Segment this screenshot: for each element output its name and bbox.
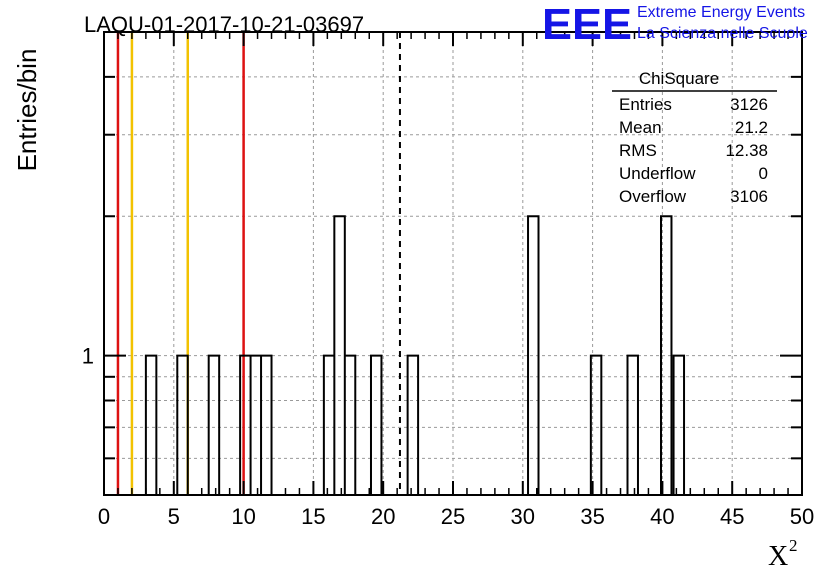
eee-logo: EEE Extreme Energy Events La Scienza nel… <box>542 0 808 49</box>
x-tick-label-5: 25 <box>441 504 465 529</box>
x-axis-label-superscript: 2 <box>789 536 798 555</box>
axis-ticks: 0 5 10 15 20 25 30 35 40 45 50 1 <box>82 32 814 529</box>
x-tick-label-8: 40 <box>650 504 674 529</box>
stats-value-entries: 3126 <box>730 95 768 114</box>
x-tick-label-9: 45 <box>720 504 744 529</box>
x-tick-label-2: 10 <box>231 504 255 529</box>
reference-lines <box>116 32 401 495</box>
stats-label-mean: Mean <box>619 118 662 137</box>
chart-title: LAQU-01-2017-10-21-03697 <box>84 12 364 37</box>
logo-line2: La Scienza nelle Scuole <box>637 25 808 42</box>
stats-value-underflow: 0 <box>759 164 768 183</box>
stats-label-entries: Entries <box>619 95 672 114</box>
stats-title: ChiSquare <box>639 69 719 88</box>
x-tick-label-4: 20 <box>371 504 395 529</box>
eee-logo-mark: EEE <box>542 0 632 49</box>
histogram-outline <box>144 215 686 495</box>
x-tick-label-10: 50 <box>790 504 814 529</box>
grid <box>104 32 802 495</box>
stats-label-underflow: Underflow <box>619 164 696 183</box>
x-axis-label-main: X <box>768 541 788 572</box>
x-tick-label-1: 5 <box>168 504 180 529</box>
x-tick-label-6: 30 <box>511 504 535 529</box>
logo-line1: Extreme Energy Events <box>637 4 805 21</box>
x-tick-label-7: 35 <box>580 504 604 529</box>
stats-box: ChiSquare Entries 3126 Mean 21.2 RMS 12.38 Und… <box>612 69 777 206</box>
x-tick-label-0: 0 <box>98 504 110 529</box>
stats-value-overflow: 3106 <box>730 187 768 206</box>
x-axis-label: X 2 <box>768 536 798 572</box>
stats-rows: Entries 3126 Mean 21.2 RMS 12.38 Underflow 0 Ove… <box>619 95 768 206</box>
x-tick-label-3: 15 <box>301 504 325 529</box>
stats-label-overflow: Overflow <box>619 187 687 206</box>
stats-value-mean: 21.2 <box>735 118 768 137</box>
stats-value-rms: 12.38 <box>725 141 768 160</box>
stats-label-rms: RMS <box>619 141 657 160</box>
y-tick-label-0: 1 <box>82 344 94 369</box>
y-axis-label: Entries/bin <box>12 49 42 172</box>
